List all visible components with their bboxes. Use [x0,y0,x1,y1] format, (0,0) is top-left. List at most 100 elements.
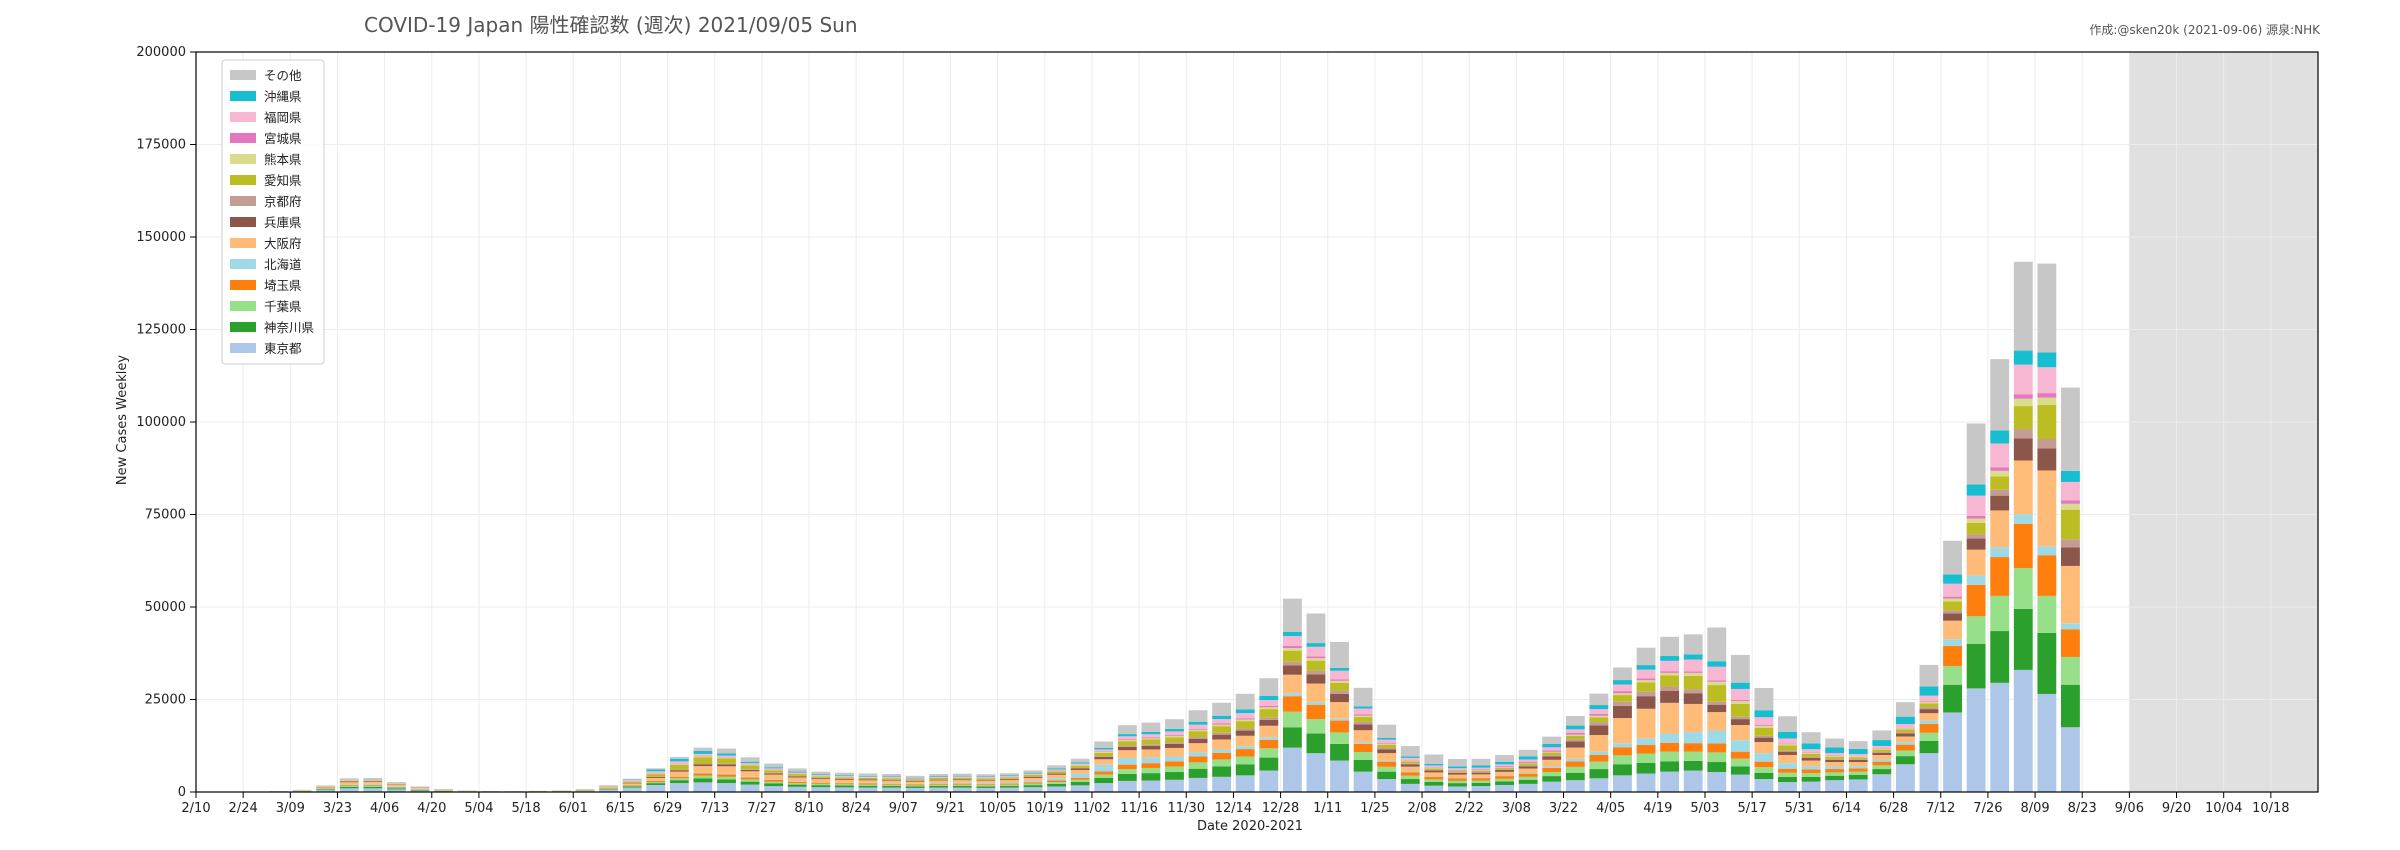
bar-segment-3 [952,784,972,786]
bar-segment-13 [1589,705,1609,710]
bar-segment-4 [1636,745,1656,754]
bar-segment-2 [316,789,336,791]
bar-segment-8 [1188,737,1208,739]
y-tick-label: 25000 [145,693,186,708]
bar-segment-2 [1542,776,1562,782]
bar-segment-4 [1424,776,1444,780]
bar-segment-6 [1778,755,1797,764]
bar-segment-9 [1447,771,1467,773]
bar-segment-12 [740,763,760,765]
bar-segment-5 [764,779,784,780]
bar-segment-6 [905,781,925,784]
bar-segment-4 [764,779,784,782]
x-tick-label: 2/24 [229,801,258,816]
bar-segment-12 [1518,759,1538,762]
bar-segment-1 [646,784,666,792]
bar-segment-14 [1825,738,1845,748]
x-tick-label: 2/10 [181,801,210,816]
bar-segment-7 [1518,766,1538,769]
bar-segment-1 [1259,770,1279,792]
bar-segment-3 [316,788,336,790]
bar-segment-4 [952,783,972,785]
bar-segment-7 [952,779,972,781]
bar-segment-5 [1188,752,1208,757]
bar-segment-9 [2037,404,2057,440]
bar-segment-1 [1943,712,1962,792]
bar-segment-9 [1589,717,1609,723]
bar-segment-1 [1047,786,1067,792]
bar-segment-4 [1966,584,1986,617]
x-tick-label: 3/22 [1549,801,1578,816]
bar-segment-5 [1282,693,1302,697]
bar-segment-13 [1282,631,1302,637]
bar-segment-3 [811,783,831,786]
bar-segment-13 [2037,352,2057,368]
bar-segment-12 [764,768,784,770]
bar-segment-2 [1919,740,1939,754]
bar-segment-7 [1872,752,1892,755]
bar-segment-6 [1495,771,1514,776]
bar-segment-2 [386,788,406,790]
bar-segment-7 [1895,733,1915,737]
bar-segment-5 [1259,737,1279,740]
y-tick-label: 175000 [136,138,186,153]
bar-segment-8 [1424,769,1444,771]
bar-segment-9 [952,777,972,779]
bar-segment-4 [1613,747,1632,756]
bar-segment-12 [882,776,901,778]
bar-segment-2 [1000,785,1019,788]
bar-segment-9 [1353,717,1373,722]
bar-segment-2 [1636,762,1656,774]
bar-segment-5 [1613,743,1632,748]
bar-segment-2 [2013,608,2033,670]
bar-segment-9 [1895,729,1915,733]
bar-segment-8 [1117,745,1137,747]
bar-segment-4 [1282,696,1302,712]
x-tick-label: 7/27 [747,801,776,816]
bar-segment-6 [1424,772,1444,777]
bar-segment-7 [1117,746,1137,751]
bar-segment-3 [834,784,854,786]
bar-segment-2 [646,783,666,785]
bar-segment-11 [1400,760,1420,761]
bar-segment-12 [976,777,996,778]
bar-segment-6 [1471,774,1491,778]
bar-segment-14 [764,763,784,768]
bar-segment-12 [1754,717,1774,726]
bar-segment-5 [1495,775,1514,777]
x-tick-label: 6/01 [559,801,588,816]
bar-segment-3 [1636,753,1656,763]
bar-segment-2 [834,785,854,788]
bar-segment-14 [1919,664,1939,687]
x-tick-label: 3/08 [1502,801,1531,816]
bar-segment-14 [1778,716,1797,732]
bar-segment-8 [1235,728,1255,731]
bar-segment-1 [1919,753,1939,792]
bar-segment-3 [882,784,901,786]
bar-segment-12 [1660,660,1680,672]
bar-segment-6 [386,784,406,786]
bar-segment-13 [1353,706,1373,709]
bar-segment-3 [1165,766,1184,773]
bar-segment-1 [952,787,972,792]
bar-segment-14 [1872,730,1892,741]
bar-segment-14 [2061,387,2080,471]
bar-segment-13 [1047,768,1067,770]
bar-segment-9 [1400,761,1420,764]
bar-segment-12 [858,776,878,778]
bar-segment-6 [2013,460,2033,515]
bar-segment-13 [952,775,972,777]
bar-segment-13 [1919,686,1939,696]
bar-segment-3 [929,784,949,786]
bar-segment-11 [1565,732,1585,735]
y-tick-label: 75000 [145,508,186,523]
bar-segment-1 [929,787,949,792]
bar-segment-11 [2037,393,2057,398]
bar-segment-4 [1023,782,1043,784]
bar-segment-9 [1047,771,1067,774]
bar-segment-12 [811,774,831,776]
bar-segment-1 [1212,776,1232,792]
legend-label: 愛知県 [264,173,302,188]
bar-segment-4 [1542,767,1562,773]
bar-segment-10 [1872,748,1892,750]
